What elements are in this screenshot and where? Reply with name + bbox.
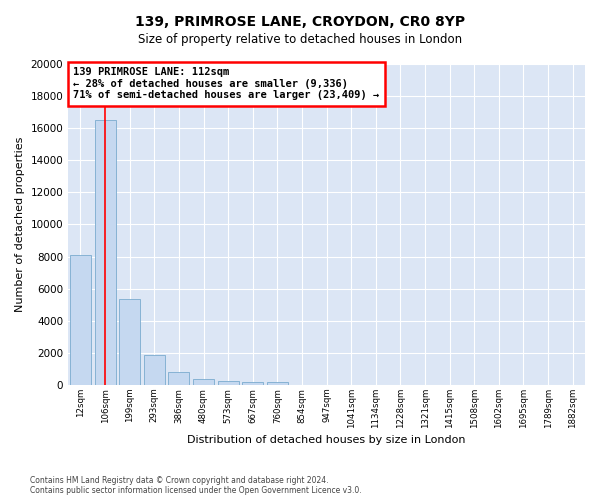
Bar xyxy=(169,372,190,385)
Bar xyxy=(267,382,288,385)
Text: 139, PRIMROSE LANE, CROYDON, CR0 8YP: 139, PRIMROSE LANE, CROYDON, CR0 8YP xyxy=(135,15,465,29)
Text: Contains HM Land Registry data © Crown copyright and database right 2024.
Contai: Contains HM Land Registry data © Crown c… xyxy=(30,476,362,495)
Bar xyxy=(95,120,116,385)
Bar xyxy=(242,382,263,385)
Bar xyxy=(119,299,140,385)
Bar xyxy=(70,255,91,385)
Bar xyxy=(193,380,214,385)
Text: Size of property relative to detached houses in London: Size of property relative to detached ho… xyxy=(138,32,462,46)
Y-axis label: Number of detached properties: Number of detached properties xyxy=(15,137,25,312)
Text: 139 PRIMROSE LANE: 112sqm
← 28% of detached houses are smaller (9,336)
71% of se: 139 PRIMROSE LANE: 112sqm ← 28% of detac… xyxy=(73,67,380,100)
Bar xyxy=(144,355,165,385)
Bar xyxy=(218,381,239,385)
X-axis label: Distribution of detached houses by size in London: Distribution of detached houses by size … xyxy=(187,435,466,445)
